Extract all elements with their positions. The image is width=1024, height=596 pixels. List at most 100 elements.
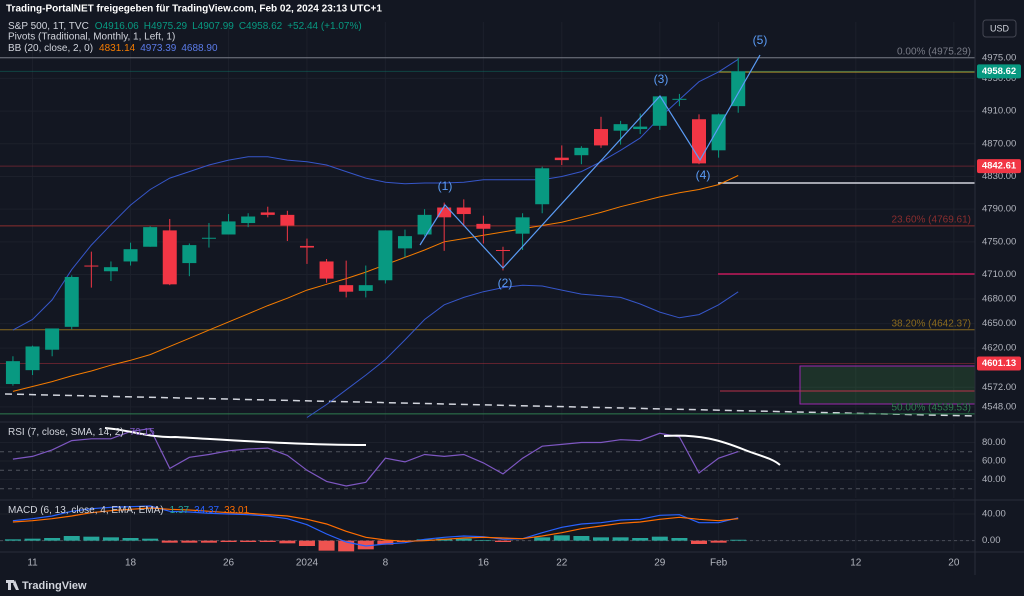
price-label-box [977, 356, 1021, 371]
candle-body [711, 114, 726, 151]
freehand-curve [663, 434, 781, 466]
legend-line: RSI (7, close, SMA, 14, 2) 70.15 [8, 427, 155, 438]
ohlc-label: L4907.99 [192, 21, 234, 32]
drawings [104, 54, 781, 466]
candle-body [162, 230, 177, 285]
ohlc-label: +52.44 (+1.07%) [287, 21, 362, 32]
candle-body [613, 124, 628, 131]
price-label: 4842.61 [982, 161, 1017, 172]
bollinger-line [12, 175, 739, 392]
candle-body [652, 96, 667, 126]
fib-label: 38.20% (4642.37) [891, 318, 971, 329]
histogram-bar [651, 536, 668, 541]
macd-line [12, 505, 739, 547]
currency-button[interactable] [982, 19, 1017, 38]
candle-body [64, 276, 79, 327]
candle-body [515, 217, 530, 234]
histogram-bar [44, 538, 61, 541]
currency-label[interactable]: USD [990, 23, 1010, 33]
y-tick-label: 80.00 [982, 437, 1006, 448]
candle-body [417, 214, 432, 235]
y-tick-label: 4620.00 [982, 343, 1016, 354]
histogram-bar [220, 540, 237, 542]
indicator-value: 4973.39 [140, 43, 177, 54]
indicator-value: 34.37 [194, 505, 219, 516]
price-label-box [977, 159, 1021, 174]
histogram-bar [357, 540, 374, 550]
symbol-title: S&P 500, 1T, TVC [8, 21, 89, 32]
candle-body [358, 285, 373, 291]
indicator-title: MACD (6, 13, close, 4, EMA, EMA) [8, 505, 164, 516]
indicator-title: BB (20, close, 2, 0) [8, 43, 93, 54]
y-tick-label: 4650.00 [982, 318, 1016, 329]
candle-body [437, 207, 452, 218]
candle-body [45, 328, 60, 350]
histogram-bar [573, 536, 590, 541]
candle-body [123, 249, 138, 262]
indicator-value: 1.37 [170, 505, 190, 516]
y-tick-label: 4572.00 [982, 382, 1016, 393]
histogram-bar [416, 539, 433, 541]
indicator-value: 4831.14 [99, 43, 136, 54]
grid-layer [0, 22, 975, 550]
y-tick-label: 4950.00 [982, 73, 1016, 84]
x-tick-label: Feb [710, 558, 728, 569]
candle-body [84, 265, 99, 267]
histogram-bar [318, 540, 335, 551]
indicator-title: RSI (7, close, SMA, 14, 2) [8, 427, 124, 438]
candle-body [260, 212, 275, 215]
histogram-bar [298, 540, 315, 546]
y-tick-label: 0.00 [982, 535, 1001, 546]
x-tick-label: 22 [556, 558, 568, 569]
histogram-bar [102, 537, 119, 541]
histogram-bar [553, 535, 570, 541]
candle-body [731, 71, 746, 107]
ohlc-label: C4958.62 [239, 21, 283, 32]
histogram-bar [161, 540, 178, 543]
price-label-box [977, 64, 1021, 79]
x-tick-label: 26 [223, 558, 235, 569]
candle-body [692, 119, 707, 164]
candle-body [397, 236, 412, 249]
wave-label: (4) [696, 168, 711, 182]
histogram-bar [240, 540, 257, 542]
candle-body [378, 230, 393, 281]
zone-box [799, 365, 976, 405]
y-tick-label: 4910.00 [982, 106, 1016, 117]
histogram-bar [181, 540, 198, 543]
bollinger-line [306, 284, 739, 418]
fib-label: 0.00% (4975.29) [897, 46, 971, 57]
bollinger-line [12, 58, 739, 331]
candle-body [495, 250, 510, 252]
candle-body [456, 207, 471, 215]
wave-label: (2) [498, 276, 513, 290]
histogram-bar [83, 536, 100, 541]
candle-body [554, 157, 569, 161]
label-layer: 11 18 26 2024 8 16 22 29 Feb 12 204975.004950.0049… [27, 33, 1021, 569]
indicator-value: 70.15 [130, 427, 155, 438]
y-tick-label: 4870.00 [982, 138, 1016, 149]
candle-body [633, 126, 648, 130]
histogram-bar [377, 540, 394, 545]
freehand-curve [104, 427, 367, 446]
y-tick-label: 4680.00 [982, 294, 1016, 305]
candle-body [241, 216, 256, 224]
candle-body [201, 237, 216, 239]
x-tick-label: 16 [478, 558, 490, 569]
candle-body [280, 214, 295, 226]
indicator-value: 33.01 [224, 505, 249, 516]
histogram-bar [142, 538, 159, 541]
candle-body [476, 223, 491, 229]
ohlc-label: H4975.29 [144, 21, 188, 32]
x-tick-label: 11 [27, 558, 38, 569]
elliott-wave [419, 54, 761, 269]
histogram-bar [730, 539, 747, 541]
candle-body [25, 346, 40, 371]
y-tick-label: 4790.00 [982, 204, 1016, 215]
rsi-line [12, 427, 739, 487]
legend-line: S&P 500, 1T, TVC O4916.06 H4975.29 L4907.99… [8, 21, 362, 32]
histogram-bar [63, 536, 80, 541]
histogram-bar [24, 538, 41, 541]
mark-layer [4, 57, 747, 552]
wave-label: (3) [654, 72, 669, 86]
